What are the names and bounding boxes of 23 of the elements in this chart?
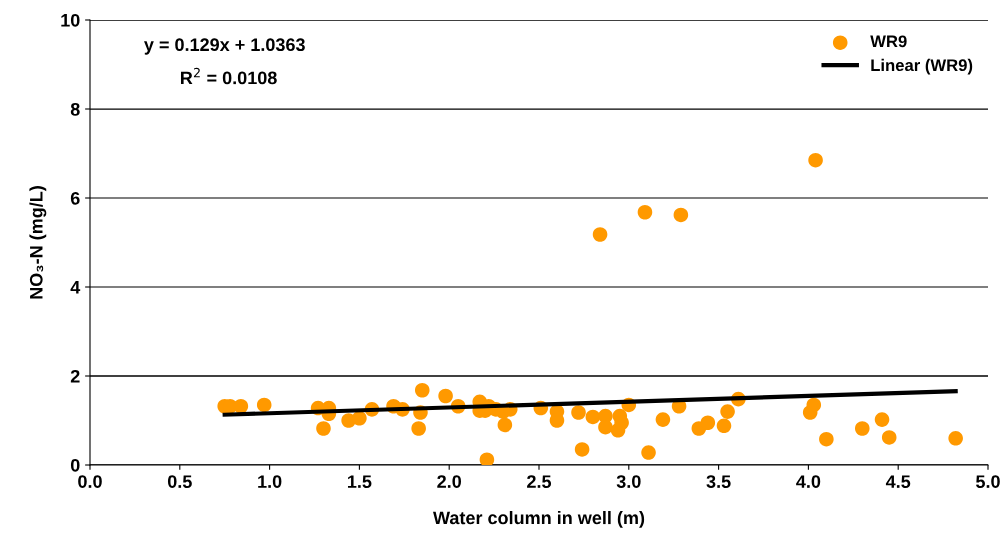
x-tick-label: 5.0 xyxy=(976,475,1000,488)
x-tick-label: 3.5 xyxy=(706,475,731,489)
x-tick-label: 0.5 xyxy=(167,475,192,488)
y-tick-label: 6 xyxy=(70,191,80,205)
y-tick-label: 0 xyxy=(70,458,80,472)
x-tick-label: 2.0 xyxy=(437,475,462,488)
y-axis-title: NO₃-N (mg/L) xyxy=(29,186,47,299)
x-tick-label: 2.5 xyxy=(527,475,552,488)
annotation: y = 0.129x + 1.0363 xyxy=(144,38,305,55)
x-tick-label: 4.5 xyxy=(885,475,911,488)
y-tick-label: 2 xyxy=(70,369,80,383)
x-tick-label: 1.5 xyxy=(347,475,372,488)
x-tick-label: 4.0 xyxy=(796,475,821,488)
annotation: R$^{2}$ = 0.0108 xyxy=(181,67,277,85)
y-tick-label: 4 xyxy=(70,281,81,294)
y-tick-label: 10 xyxy=(61,13,80,27)
x-axis-title: Water column in well (m) xyxy=(433,511,645,528)
x-tick-label: 3.0 xyxy=(616,475,641,489)
legend-label: Linear (WR9) xyxy=(871,58,973,75)
legend-label: WR9 xyxy=(870,35,907,48)
x-tick-label: 0.0 xyxy=(78,475,102,488)
x-tick-label: 1.0 xyxy=(258,475,282,488)
y-tick-label: 8 xyxy=(70,102,80,116)
